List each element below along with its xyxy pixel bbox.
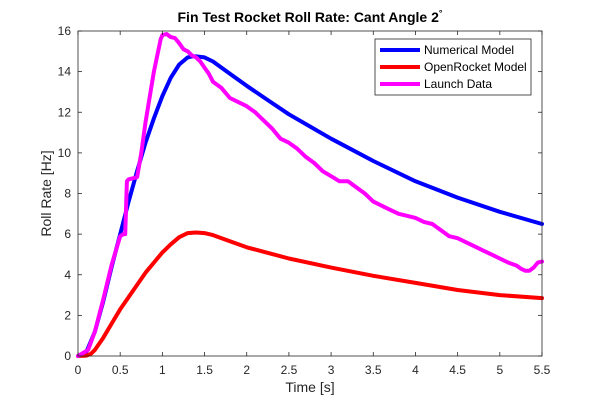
y-tick-label: 14 <box>58 65 72 79</box>
legend-label-launch-data: Launch Data <box>424 77 492 91</box>
y-tick-label: 12 <box>58 105 72 119</box>
chart-title: Fin Test Rocket Roll Rate: Cant Angle 2° <box>178 8 443 25</box>
x-tick-label: 1.5 <box>196 363 213 377</box>
series-line-launch-data <box>76 32 544 358</box>
x-tick-label: 4.5 <box>449 363 466 377</box>
chart-title-text: Fin Test Rocket Roll Rate: Cant Angle 2 <box>178 9 440 25</box>
x-axis-label: Time [s] <box>285 379 334 395</box>
x-ticks: 0 0.5 1 1.5 2 2.5 3 3.5 4 4.5 5 5.5 <box>75 31 551 377</box>
y-tick-label: 16 <box>58 24 72 38</box>
x-tick-label: 0 <box>75 363 82 377</box>
x-tick-label: 3 <box>328 363 335 377</box>
series-layer <box>76 32 544 358</box>
legend-label-openrocket-model: OpenRocket Model <box>424 60 527 74</box>
y-tick-label: 6 <box>64 227 71 241</box>
x-tick-label: 4 <box>412 363 419 377</box>
x-tick-label: 1 <box>159 363 166 377</box>
y-tick-label: 8 <box>64 187 71 201</box>
chart-title-superscript: ° <box>439 8 443 18</box>
series-line-openrocket-model <box>76 230 544 358</box>
x-tick-label: 2 <box>243 363 250 377</box>
y-tick-label: 0 <box>64 349 71 363</box>
x-tick-label: 5.5 <box>534 363 551 377</box>
y-tick-label: 10 <box>58 146 72 160</box>
legend-label-numerical-model: Numerical Model <box>424 43 514 57</box>
y-tick-label: 4 <box>64 268 71 282</box>
y-tick-label: 2 <box>64 308 71 322</box>
legend: Numerical Model OpenRocket Model Launch … <box>374 38 532 96</box>
y-axis-label: Roll Rate [Hz] <box>38 150 54 236</box>
x-tick-label: 0.5 <box>112 363 129 377</box>
x-tick-label: 2.5 <box>281 363 298 377</box>
x-tick-label: 3.5 <box>365 363 382 377</box>
x-tick-label: 5 <box>496 363 503 377</box>
y-ticks: 0 2 4 6 8 10 12 14 16 <box>58 24 542 363</box>
